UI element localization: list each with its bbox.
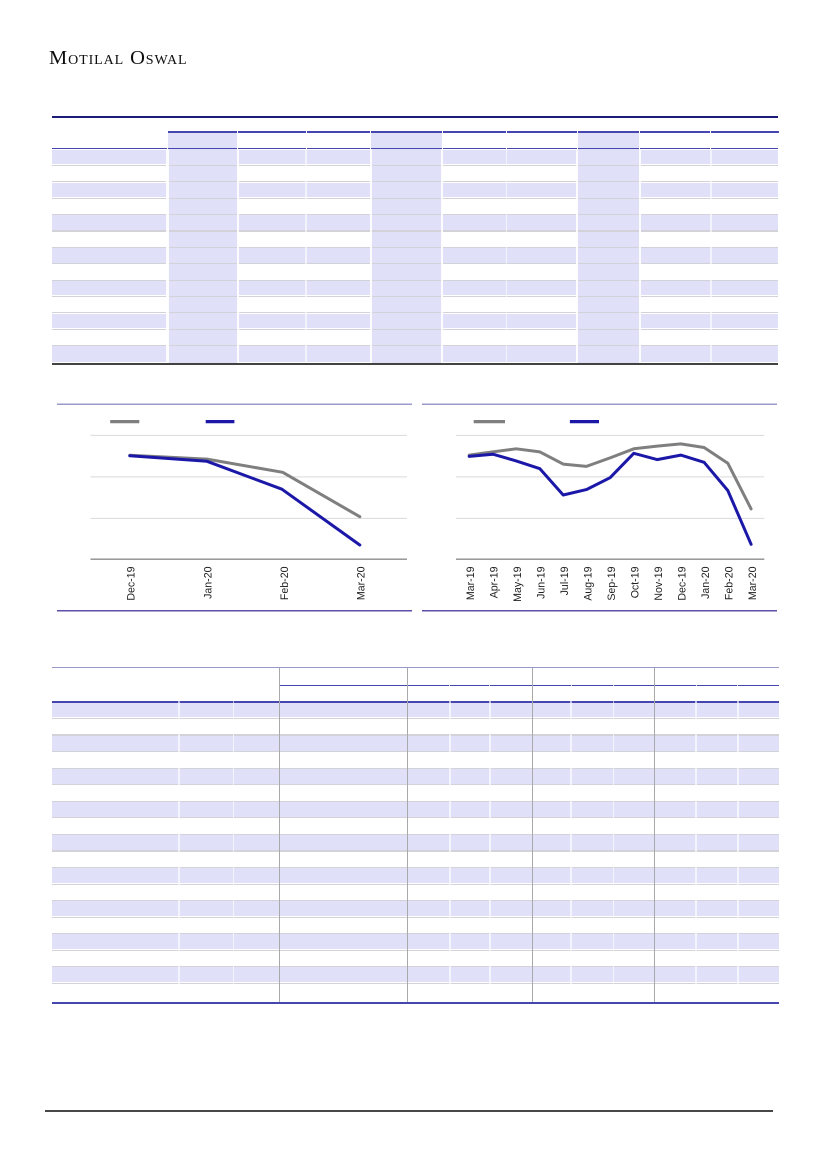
svg-text:Dec-19: Dec-19 [126, 566, 138, 600]
svg-text:May-19: May-19 [512, 566, 524, 601]
svg-text:Aug-19: Aug-19 [582, 566, 594, 600]
svg-text:Feb-20: Feb-20 [279, 566, 291, 600]
svg-text:Dec-19: Dec-19 [676, 566, 688, 600]
svg-text:Sep-19: Sep-19 [606, 566, 618, 600]
svg-text:Mar-19: Mar-19 [465, 566, 477, 600]
svg-text:Apr-19: Apr-19 [489, 566, 501, 598]
svg-text:Feb-20: Feb-20 [723, 566, 735, 600]
svg-text:Jan-20: Jan-20 [700, 566, 712, 598]
svg-text:Oct-19: Oct-19 [629, 566, 641, 598]
svg-text:Jul-19: Jul-19 [559, 566, 571, 595]
svg-text:Nov-19: Nov-19 [653, 566, 665, 600]
svg-text:Mar-20: Mar-20 [356, 566, 368, 600]
svg-text:Jun-19: Jun-19 [536, 566, 548, 598]
svg-text:Jan-20: Jan-20 [202, 566, 214, 598]
svg-text:Mar-20: Mar-20 [747, 566, 759, 600]
